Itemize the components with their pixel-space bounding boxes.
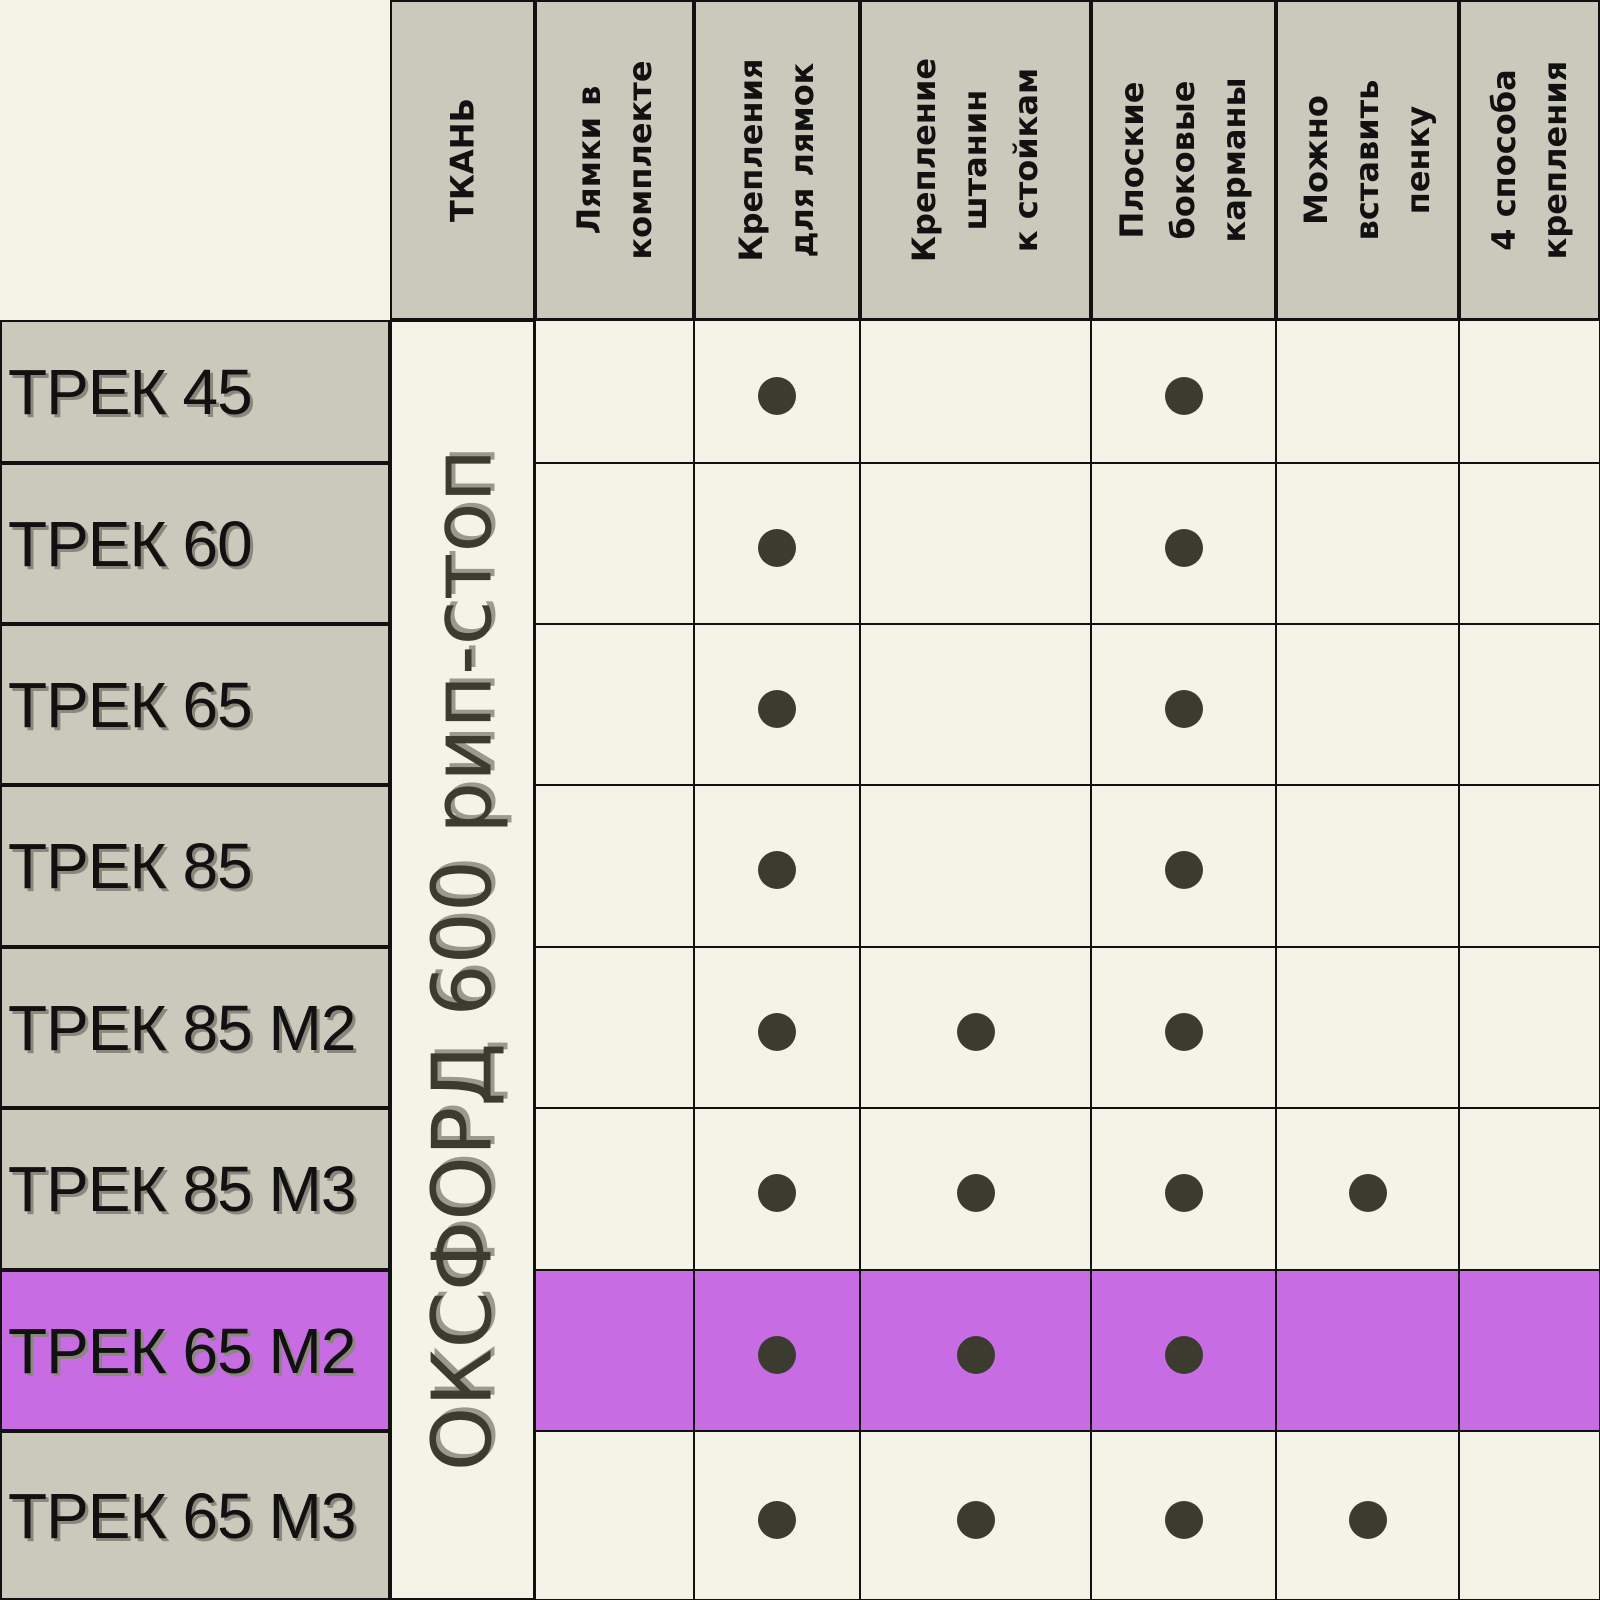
- row-label: ТРЕК 45: [0, 320, 390, 463]
- table-cell: [535, 624, 694, 785]
- table-cell: [1459, 624, 1600, 785]
- row-label: ТРЕК 85 М3: [0, 1108, 390, 1270]
- row-label-text: ТРЕК 45: [8, 355, 253, 428]
- table-cell: [1459, 1270, 1600, 1431]
- feature-dot: [758, 376, 796, 415]
- column-header-label: Крепления для лямок: [731, 58, 821, 262]
- row-label-text: ТРЕК 85 М2: [8, 991, 356, 1064]
- feature-dot: [1164, 1335, 1203, 1374]
- feature-dot: [758, 1012, 796, 1051]
- table-cell: [535, 947, 694, 1108]
- feature-dot: [758, 689, 796, 728]
- table-cell: [1459, 785, 1600, 947]
- table-cell: [860, 320, 1091, 463]
- table-cell: [1276, 785, 1459, 947]
- row-label-text: ТРЕК 65 М3: [8, 1479, 356, 1552]
- table-cell: [535, 320, 694, 463]
- feature-dot: [1164, 528, 1203, 567]
- table-cell: [1276, 624, 1459, 785]
- row-label: ТРЕК 65 М3: [0, 1431, 390, 1600]
- table-cell: [1459, 1108, 1600, 1270]
- feature-dot: [956, 1174, 995, 1212]
- table-cell: [1459, 1431, 1600, 1600]
- column-header: Крепления для лямок: [694, 0, 860, 320]
- table-cell: [535, 1431, 694, 1600]
- column-header-label: Лямки в комплекте: [569, 60, 659, 260]
- row-label: ТРЕК 60: [0, 463, 390, 624]
- feature-dot: [1164, 1012, 1203, 1051]
- feature-dot: [956, 1335, 995, 1374]
- row-label: ТРЕК 85: [0, 785, 390, 947]
- feature-dot: [1164, 1174, 1203, 1212]
- column-header-label: Крепление штанин к стойкам: [904, 57, 1046, 263]
- column-header-label: Можно вставить пенку: [1296, 79, 1438, 241]
- feature-dot: [1164, 689, 1203, 728]
- row-label-text: ТРЕК 65: [8, 668, 253, 741]
- column-header: Крепление штанин к стойкам: [860, 0, 1091, 320]
- table-cell: [1091, 785, 1276, 947]
- fabric-cell: ОКСФОРД 600 рип-стоп: [390, 320, 535, 1600]
- row-label: ТРЕК 85 М2: [0, 947, 390, 1108]
- row-label: ТРЕК 65 М2: [0, 1270, 390, 1431]
- table-cell: [860, 463, 1091, 624]
- column-header: Плоские боковые карманы: [1091, 0, 1276, 320]
- feature-dot: [758, 1500, 796, 1539]
- column-header: Можно вставить пенку: [1276, 0, 1459, 320]
- table-cell: [535, 1270, 694, 1431]
- feature-dot: [1164, 376, 1203, 415]
- table-cell: [1459, 463, 1600, 624]
- row-label-text: ТРЕК 60: [8, 507, 253, 580]
- table-cell: [860, 624, 1091, 785]
- table-cell: [1459, 947, 1600, 1108]
- table-cell: [1276, 320, 1459, 463]
- row-label-text: ТРЕК 85 М3: [8, 1153, 356, 1225]
- table-cell: [1276, 463, 1459, 624]
- feature-dot: [1164, 1500, 1203, 1539]
- column-header-label: 4 способа крепления: [1484, 60, 1574, 260]
- feature-dot: [758, 1174, 796, 1212]
- table-cell: [535, 1108, 694, 1270]
- column-header: ТКАНЬ: [390, 0, 535, 320]
- feature-dot: [956, 1012, 995, 1051]
- column-header: 4 способа крепления: [1459, 0, 1600, 320]
- column-header-label: Плоские боковые карманы: [1112, 77, 1254, 243]
- feature-dot: [1164, 851, 1203, 889]
- fabric-label: ОКСФОРД 600 рип-стоп: [415, 448, 510, 1472]
- feature-dot: [1348, 1174, 1387, 1212]
- feature-dot: [758, 528, 796, 567]
- row-label-text: ТРЕК 85: [8, 830, 253, 902]
- table-cell: [1459, 320, 1600, 463]
- table-cell: [860, 785, 1091, 947]
- column-header-label: ТКАНЬ: [442, 98, 481, 222]
- table-cell: [535, 463, 694, 624]
- row-label-text: ТРЕК 65 М2: [8, 1314, 356, 1387]
- feature-dot: [758, 851, 796, 889]
- feature-dot: [758, 1335, 796, 1374]
- feature-dot: [1348, 1500, 1387, 1539]
- table-cell: [1276, 947, 1459, 1108]
- column-header: Лямки в комплекте: [535, 0, 694, 320]
- feature-dot: [956, 1500, 995, 1539]
- table-cell: [1091, 1108, 1276, 1270]
- table-cell: [1276, 1270, 1459, 1431]
- row-label: ТРЕК 65: [0, 624, 390, 785]
- table-cell: [535, 785, 694, 947]
